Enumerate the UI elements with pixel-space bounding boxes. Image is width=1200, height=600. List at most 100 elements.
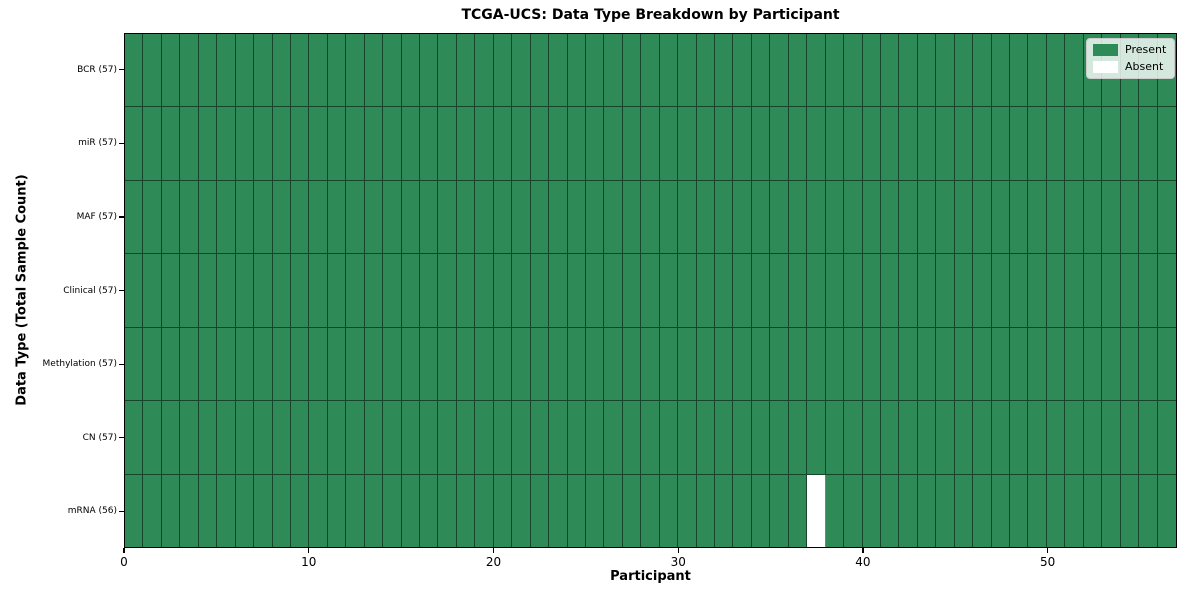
heatmap-cell-CN-12 [346, 401, 365, 474]
heatmap-cell-Clinical-17 [438, 254, 457, 327]
heatmap-cell-Methylation-32 [715, 327, 734, 401]
heatmap-cell-miR-20 [493, 107, 513, 180]
heatmap-cell-mRNA-44 [936, 474, 955, 547]
heatmap-cell-BCR-20 [493, 34, 513, 107]
heatmap-cell-miR-45 [954, 107, 974, 180]
heatmap-cell-CN-44 [936, 401, 955, 474]
heatmap-cell-mRNA-30 [678, 474, 697, 547]
heatmap-cell-mRNA-40 [862, 474, 881, 547]
heatmap-cell-Methylation-26 [604, 327, 623, 401]
heatmap-cell-Methylation-4 [198, 327, 218, 401]
heatmap-cell-miR-15 [401, 107, 421, 180]
heatmap-cell-MAF-45 [954, 180, 974, 254]
heatmap-cell-MAF-14 [383, 180, 402, 254]
heatmap-cell-BCR-4 [198, 34, 218, 107]
heatmap-cell-CN-16 [420, 401, 439, 474]
heatmap-cell-BCR-12 [346, 34, 365, 107]
x-tick-label-20: 20 [485, 555, 502, 569]
heatmap-cell-Methylation-38 [825, 327, 845, 401]
heatmap-cell-Methylation-9 [290, 327, 310, 401]
heatmap-cell-mRNA-28 [641, 474, 660, 547]
heatmap-cell-mRNA-38 [825, 474, 845, 547]
heatmap-cell-miR-40 [862, 107, 881, 180]
heatmap-cell-mRNA-21 [512, 474, 531, 547]
heatmap-cell-BCR-47 [991, 34, 1011, 107]
heatmap-cell-Methylation-34 [751, 327, 771, 401]
heatmap-cell-Methylation-55 [1139, 327, 1158, 401]
heatmap-cell-Methylation-56 [1157, 327, 1176, 401]
heatmap-cell-MAF-39 [844, 180, 863, 254]
heatmap-cell-Clinical-32 [715, 254, 734, 327]
heatmap-cell-Clinical-2 [161, 254, 181, 327]
heatmap-cell-Methylation-39 [844, 327, 863, 401]
y-tick-label-Methylation: Methylation (57) [42, 359, 117, 370]
heatmap-cell-miR-31 [696, 107, 716, 180]
heatmap-cell-Methylation-52 [1083, 327, 1103, 401]
heatmap-cell-miR-27 [622, 107, 642, 180]
heatmap-cell-miR-55 [1139, 107, 1158, 180]
heatmap-cell-mRNA-3 [180, 474, 199, 547]
heatmap-cell-BCR-42 [899, 34, 918, 107]
heatmap-cell-CN-43 [917, 401, 937, 474]
heatmap-cell-Methylation-47 [991, 327, 1011, 401]
heatmap-cell-miR-42 [899, 107, 918, 180]
heatmap-cell-mRNA-1 [143, 474, 162, 547]
heatmap-cell-miR-38 [825, 107, 845, 180]
heatmap-cell-MAF-4 [198, 180, 218, 254]
heatmap-cell-mRNA-47 [991, 474, 1011, 547]
heatmap-cell-mRNA-49 [1028, 474, 1047, 547]
heatmap-cell-mRNA-45 [954, 474, 974, 547]
heatmap-cell-miR-22 [530, 107, 550, 180]
heatmap-cell-CN-55 [1139, 401, 1158, 474]
heatmap-cell-miR-14 [383, 107, 402, 180]
heatmap-cell-miR-48 [1010, 107, 1029, 180]
heatmap-cell-BCR-28 [641, 34, 660, 107]
heatmap-cell-CN-49 [1028, 401, 1047, 474]
heatmap-cell-CN-9 [290, 401, 310, 474]
heatmap-row-Clinical [125, 254, 1176, 328]
heatmap-cell-BCR-26 [604, 34, 623, 107]
heatmap-row-miR [125, 107, 1176, 181]
heatmap-cell-Clinical-0 [125, 254, 144, 327]
heatmap-cell-Clinical-34 [751, 254, 771, 327]
heatmap-cell-mRNA-52 [1083, 474, 1103, 547]
heatmap-cell-miR-34 [751, 107, 771, 180]
heatmap-cell-mRNA-24 [567, 474, 586, 547]
heatmap-cell-MAF-51 [1065, 180, 1084, 254]
heatmap-cell-BCR-41 [880, 34, 900, 107]
heatmap-cell-miR-26 [604, 107, 623, 180]
legend-swatch-present [1093, 44, 1118, 56]
heatmap-cell-CN-3 [180, 401, 199, 474]
heatmap-cell-Methylation-28 [641, 327, 660, 401]
heatmap-cell-miR-3 [180, 107, 199, 180]
heatmap-cell-mRNA-5 [217, 474, 236, 547]
heatmap-cell-CN-52 [1083, 401, 1103, 474]
heatmap-cell-CN-41 [880, 401, 900, 474]
heatmap-cell-mRNA-8 [272, 474, 291, 547]
heatmap-cell-MAF-35 [770, 180, 789, 254]
heatmap-cell-MAF-13 [364, 180, 384, 254]
heatmap-cell-miR-12 [346, 107, 365, 180]
heatmap-cell-mRNA-4 [198, 474, 218, 547]
heatmap-cell-BCR-18 [456, 34, 476, 107]
heatmap-cell-MAF-27 [622, 180, 642, 254]
heatmap-cell-MAF-44 [936, 180, 955, 254]
heatmap-cell-miR-21 [512, 107, 531, 180]
heatmap-cell-MAF-22 [530, 180, 550, 254]
heatmap-cell-CN-36 [788, 401, 808, 474]
heatmap-cell-miR-24 [567, 107, 586, 180]
heatmap-cell-CN-32 [715, 401, 734, 474]
heatmap-cell-CN-22 [530, 401, 550, 474]
heatmap-cell-Methylation-45 [954, 327, 974, 401]
heatmap-cell-miR-39 [844, 107, 863, 180]
heatmap-cell-BCR-23 [549, 34, 568, 107]
heatmap-cell-BCR-32 [715, 34, 734, 107]
heatmap-cell-BCR-39 [844, 34, 863, 107]
heatmap-cell-BCR-25 [585, 34, 605, 107]
heatmap-cell-Clinical-51 [1065, 254, 1084, 327]
heatmap-cell-Clinical-43 [917, 254, 937, 327]
heatmap-cell-CN-33 [733, 401, 752, 474]
heatmap-cell-miR-10 [309, 107, 328, 180]
heatmap-cell-Methylation-37 [807, 327, 826, 401]
heatmap-cell-Clinical-20 [493, 254, 513, 327]
